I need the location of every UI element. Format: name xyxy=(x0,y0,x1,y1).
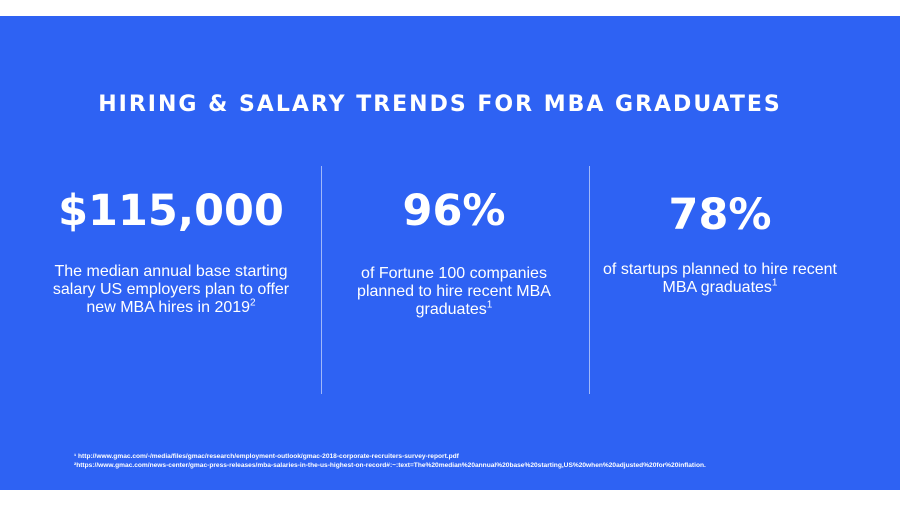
stat-description: of startups planned to hire recent MBA g… xyxy=(600,261,840,297)
column-divider xyxy=(321,166,322,394)
footnote-2: ²https://www.gmac.com/news-center/gmac-p… xyxy=(74,462,706,469)
column-divider xyxy=(589,166,590,394)
stat-description-text: of Fortune 100 companies planned to hire… xyxy=(357,265,551,318)
stat-median-salary: $115,000 The median annual base starting… xyxy=(44,190,298,317)
footnote-ref: 2 xyxy=(250,297,256,309)
slide-title: HIRING & SALARY TRENDS FOR MBA GRADUATES xyxy=(98,92,782,117)
stat-description: The median annual base starting salary U… xyxy=(44,263,298,317)
footnote-ref: 1 xyxy=(771,277,778,289)
stat-description-text: The median annual base starting salary U… xyxy=(52,263,290,316)
footnote-ref: 1 xyxy=(486,299,493,311)
stat-fortune-100: 96% of Fortune 100 companies planned to … xyxy=(332,190,576,319)
stat-value: 78% xyxy=(668,190,772,240)
footnotes: ¹ http://www.gmac.com/-/media/files/gmac… xyxy=(74,452,884,470)
slide: HIRING & SALARY TRENDS FOR MBA GRADUATES… xyxy=(0,16,900,490)
stat-description-text: of startups planned to hire recent MBA g… xyxy=(603,261,837,296)
stat-description: of Fortune 100 companies planned to hire… xyxy=(332,265,576,319)
stat-value: 96% xyxy=(402,186,506,236)
stat-value: $115,000 xyxy=(58,186,284,236)
stat-startups: 78% of startups planned to hire recent M… xyxy=(600,194,840,297)
footnote-1: ¹ http://www.gmac.com/-/media/files/gmac… xyxy=(74,453,459,460)
